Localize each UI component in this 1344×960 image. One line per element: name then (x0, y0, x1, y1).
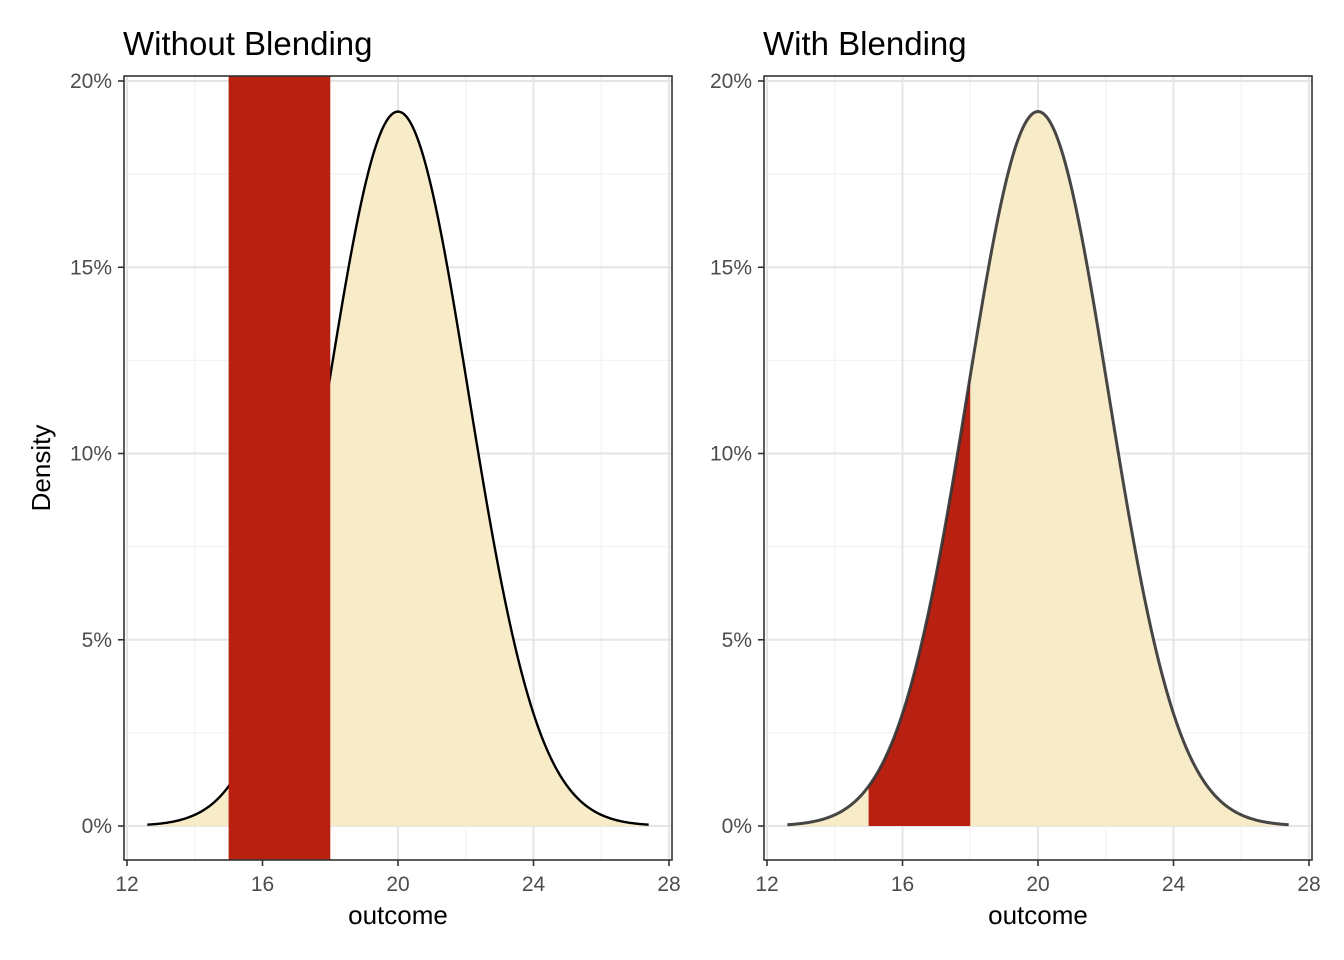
panel-title: With Blending (763, 25, 967, 62)
y-tick-label: 0% (722, 815, 752, 838)
x-tick-label: 20 (386, 873, 409, 896)
y-tick-label: 15% (70, 256, 112, 279)
x-tick-label: 12 (755, 873, 778, 896)
x-tick-label: 28 (657, 873, 680, 896)
panel-without-blending: 12 16 20 24 28 0% 5% 10% 15% 20% Without Blending o… (70, 25, 681, 930)
x-tick-label: 24 (1162, 873, 1186, 896)
x-tick-label: 28 (1297, 873, 1320, 896)
y-tick-label: 10% (710, 443, 752, 466)
x-tick-label: 24 (522, 873, 546, 896)
highlight-area (868, 376, 971, 826)
x-tick-label: 16 (891, 873, 914, 896)
panel-with-blending: 12 16 20 24 28 0% 5% 10% 15% 20% With Blending outc… (710, 25, 1321, 930)
highlight-band (228, 76, 331, 860)
y-tick-label: 5% (722, 629, 752, 652)
x-tick-label: 16 (251, 873, 274, 896)
density-curve (787, 110, 1289, 827)
y-tick-label: 20% (710, 70, 752, 93)
density-area (147, 111, 649, 827)
y-tick-label: 20% (70, 70, 112, 93)
x-tick-label: 20 (1026, 873, 1049, 896)
y-tick-label: 0% (82, 815, 112, 838)
x-tick-label: 12 (115, 873, 138, 896)
y-axis-title: Density (26, 425, 56, 512)
x-axis-title: outcome (988, 900, 1088, 930)
y-tick-label: 15% (710, 256, 752, 279)
panel-title: Without Blending (123, 25, 372, 62)
y-tick-label: 5% (82, 629, 112, 652)
density-area (787, 111, 1289, 827)
x-axis-title: outcome (348, 900, 448, 930)
y-tick-label: 10% (70, 443, 112, 466)
